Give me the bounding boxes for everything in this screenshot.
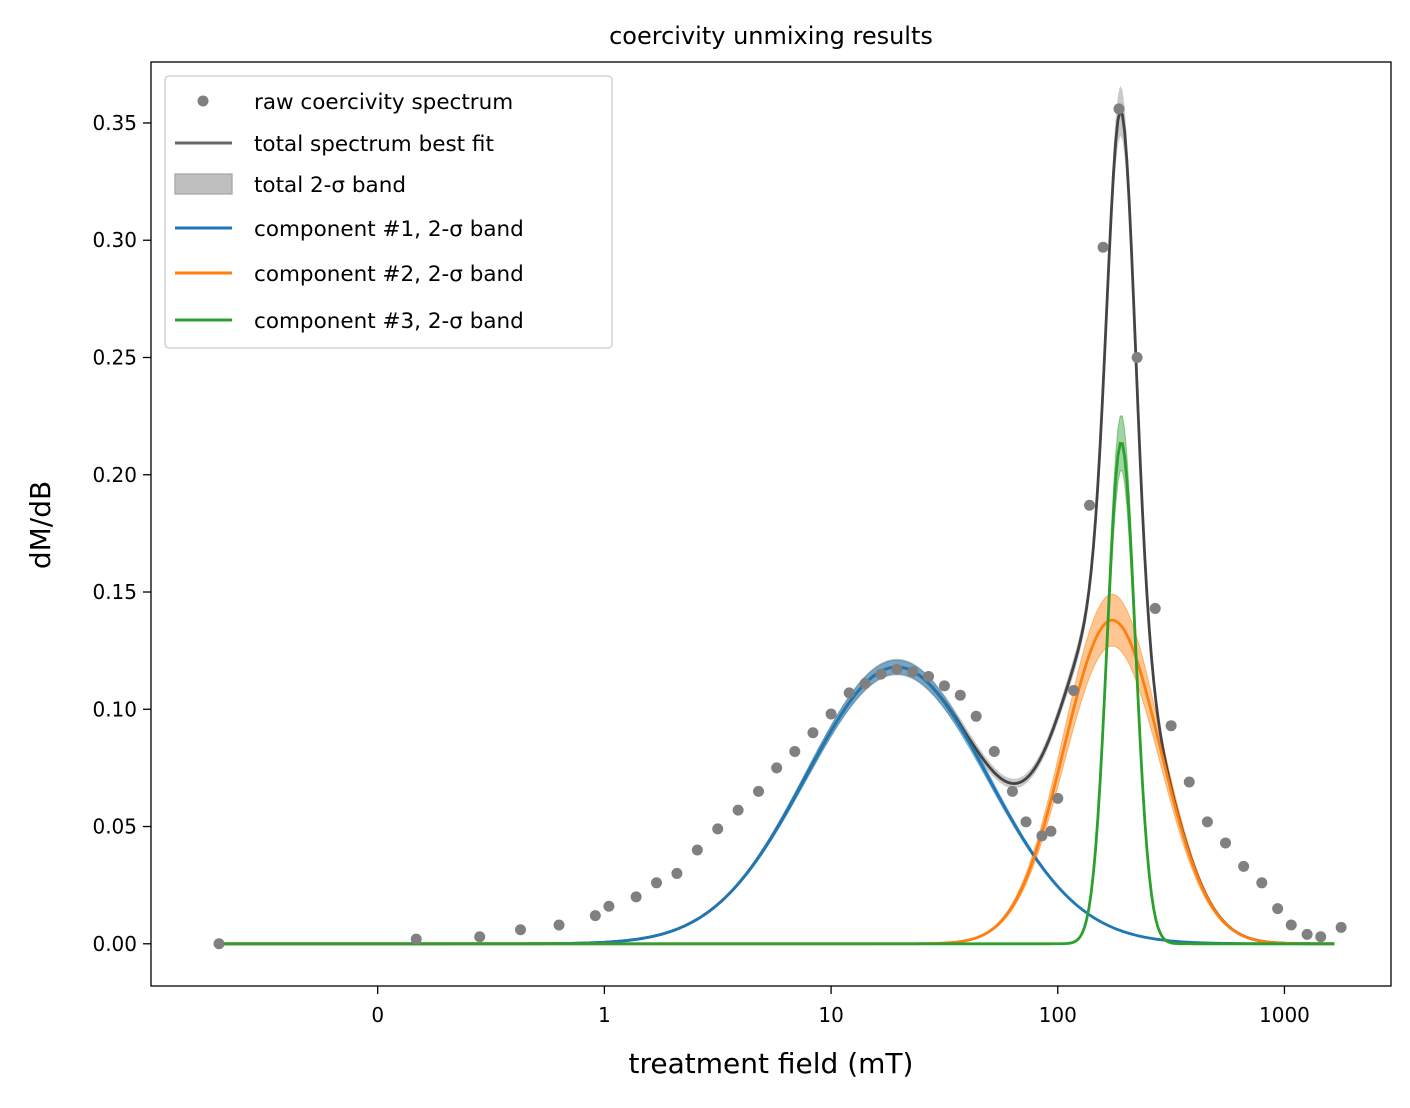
legend-patch [174,173,233,195]
y-tick-label: 0.00 [92,932,137,956]
data-point [553,919,565,931]
data-point [825,708,837,720]
data-point [1045,825,1057,837]
y-tick-label: 0.15 [92,580,137,604]
x-tick-label: 1000 [1259,1003,1310,1027]
legend-label: component #3, 2-σ band [254,309,524,334]
y-tick-label: 0.35 [92,111,137,135]
data-point [771,762,783,774]
data-point [859,677,871,689]
data-point [807,727,819,739]
data-point [1201,816,1213,828]
data-point [671,867,683,879]
component-3-line [219,441,1335,946]
data-point [1220,837,1232,849]
data-point [1165,720,1177,732]
x-axis-title: treatment field (mT) [629,1047,914,1080]
y-tick-label: 0.25 [92,345,137,369]
data-point [923,670,935,682]
data-point [712,823,724,835]
data-point [1272,903,1284,915]
data-point [1006,785,1018,797]
legend-label: component #1, 2-σ band [254,217,524,242]
data-point [213,938,225,950]
data-point [1335,921,1347,933]
legend-label: total 2-σ band [254,173,406,198]
data-point [1113,103,1125,115]
data-point [789,745,801,757]
data-point [515,924,527,936]
data-point [954,689,966,701]
data-point [630,891,642,903]
data-point [907,666,919,678]
legend: raw coercivity spectrum total spectrum be… [164,75,613,349]
data-point [732,804,744,816]
data-point [474,931,486,943]
legend-label: component #2, 2-σ band [254,262,524,287]
data-point [1052,792,1064,804]
plot-frame [150,61,1392,987]
data-point [1238,860,1250,872]
data-point [691,844,703,856]
data-point [651,877,663,889]
data-point [875,668,887,680]
data-point [410,933,422,945]
legend-label: total spectrum best fit [254,132,494,157]
legend-marker [197,95,209,107]
legend-box [164,75,613,349]
data-point [603,900,615,912]
data-point [589,910,601,922]
legend-label: raw coercivity spectrum [254,90,513,115]
data-point [1097,241,1109,253]
data-point [938,680,950,692]
data-point [1036,830,1048,842]
data-point [1256,877,1268,889]
data-point [1183,776,1195,788]
data-point [970,710,982,722]
data-point [1149,602,1161,614]
y-tick-label: 0.05 [92,815,137,839]
raw-data-points [213,103,1347,950]
y-axis-title: dM/dB [24,481,57,569]
data-point [843,687,855,699]
data-point [1315,931,1327,943]
data-point [988,745,1000,757]
y-tick-label: 0.10 [92,697,137,721]
data-point [891,663,903,675]
y-tick-label: 0.30 [92,228,137,252]
fit-lines [219,107,1335,946]
x-axis-ticks: 0 1 10 100 1000 [371,986,1310,1027]
x-tick-label: 1 [598,1003,611,1027]
data-point [1301,928,1313,940]
data-point [1084,499,1095,511]
y-tick-label: 0.20 [92,463,137,487]
data-point [1020,816,1032,828]
x-tick-label: 100 [1039,1003,1077,1027]
data-point [1285,919,1297,931]
y-axis-ticks: 0.00 0.05 0.10 0.15 0.20 0.25 0.30 0.35 [92,111,151,956]
data-point [753,785,765,797]
data-point [1068,685,1080,697]
x-tick-label: 0 [371,1003,384,1027]
data-point [1131,351,1143,363]
chart-title: coercivity unmixing results [609,22,933,50]
x-tick-label: 10 [818,1003,843,1027]
